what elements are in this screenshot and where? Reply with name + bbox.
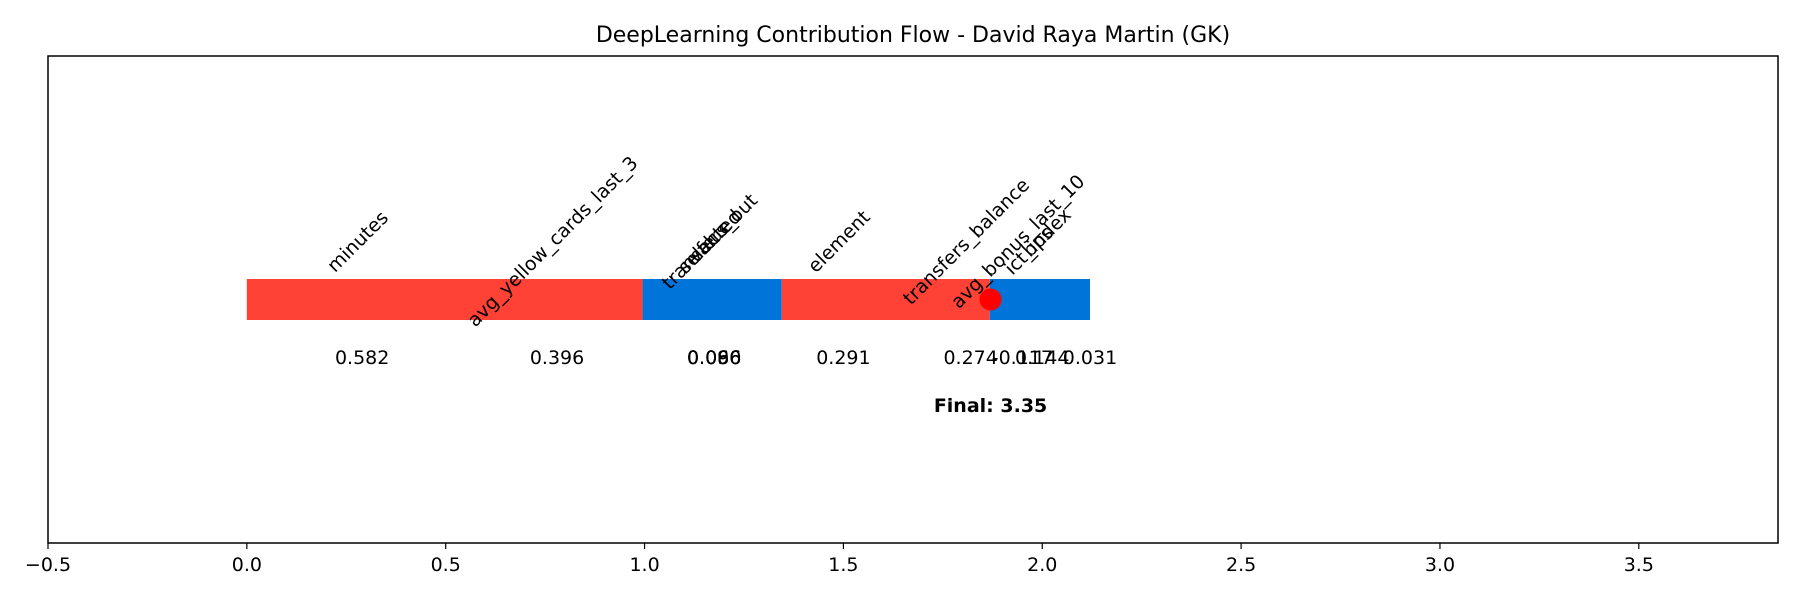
- value-label-element: 0.291: [816, 347, 870, 369]
- final-value-label: Final: 3.35: [934, 395, 1047, 417]
- x-tick-label: 0.0: [232, 554, 262, 576]
- contribution-bar-segment-0: [246, 279, 643, 320]
- value-label-value: 0.060: [687, 347, 741, 369]
- x-tick-label: −0.5: [25, 554, 71, 576]
- value-label-selected: 0.086: [687, 347, 741, 369]
- x-tick-label: 2.0: [1027, 554, 1057, 576]
- chart-title: DeepLearning Contribution Flow - David R…: [596, 23, 1230, 48]
- plot-frame: [47, 55, 1779, 544]
- x-tick-label: 2.5: [1226, 554, 1256, 576]
- x-tick-label: 3.0: [1425, 554, 1455, 576]
- value-label-avg-yellow-cards-last-3: 0.396: [530, 347, 584, 369]
- feature-label-element: element: [804, 206, 875, 277]
- value-label-transfers-balance: 0.274: [943, 347, 997, 369]
- feature-label-value: value: [684, 216, 736, 268]
- x-axis: −0.5 0.0 0.5 1.0 1.5 2.0 2.5 3.0 3.5: [25, 543, 1654, 576]
- value-label-minutes: 0.582: [335, 347, 389, 369]
- value-label-bps: 0.031: [1063, 347, 1117, 369]
- x-tick-label: 0.5: [431, 554, 461, 576]
- contribution-bar-segment-1: [642, 279, 782, 320]
- value-label-avg-bonus-last-10: -0.117: [992, 347, 1053, 369]
- bars-layer: [246, 279, 1090, 320]
- x-tick-label: 3.5: [1624, 554, 1654, 576]
- x-tick-label: 1.5: [828, 554, 858, 576]
- final-value-marker: [979, 288, 1002, 311]
- marker-layer: Final: 3.35: [934, 288, 1047, 417]
- value-label-transfers-out: 0.096: [687, 347, 741, 369]
- feature-label-minutes: minutes: [323, 207, 393, 277]
- contribution-bar-segment-2: [781, 279, 990, 320]
- contribution-bar-segment-3: [989, 279, 1090, 320]
- value-label-ict-index: 0.144: [1015, 347, 1069, 369]
- x-tick-label: 1.0: [629, 554, 659, 576]
